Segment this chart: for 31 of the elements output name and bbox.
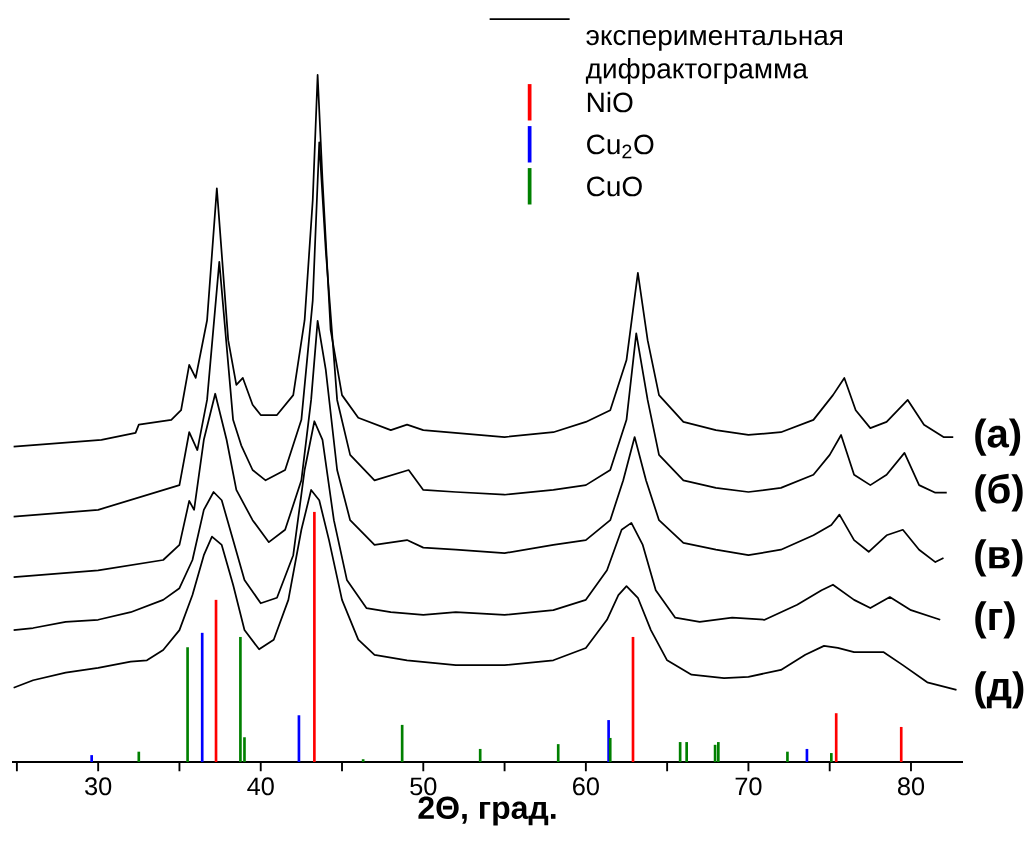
bar	[478, 748, 482, 762]
bar	[899, 726, 903, 762]
bar	[829, 753, 833, 762]
x-tick-label: 60	[573, 777, 599, 796]
annotation: экспериментальная дифрактограмма	[585, 29, 842, 85]
bar	[200, 632, 204, 762]
legend-label: NiO	[587, 91, 633, 113]
bar	[137, 751, 141, 762]
series-label: (в)	[975, 539, 1023, 577]
x-tick-label: 30	[85, 777, 112, 796]
bar	[786, 751, 789, 762]
x-tick-label: 50	[410, 777, 437, 796]
series-label: (б)	[975, 473, 1023, 512]
series-label: (а)	[975, 418, 1021, 456]
bar	[608, 737, 612, 762]
x-tick-label: 40	[247, 777, 274, 796]
bar	[834, 713, 838, 762]
bar	[685, 742, 688, 762]
bar	[90, 755, 93, 762]
x-tick-label: 80	[898, 777, 925, 796]
bar	[186, 647, 189, 762]
legend-label: CuO	[587, 176, 642, 197]
bar	[717, 742, 720, 762]
legend-label: Cu$_{2}$O	[587, 134, 654, 159]
x-axis-title: 2Θ, град.	[418, 796, 556, 826]
bar	[313, 511, 316, 762]
x-tick-label: 70	[735, 777, 762, 796]
bar	[239, 636, 242, 762]
bar	[556, 744, 560, 762]
series-label: (г)	[975, 601, 1015, 639]
series-label: (д)	[975, 671, 1024, 709]
